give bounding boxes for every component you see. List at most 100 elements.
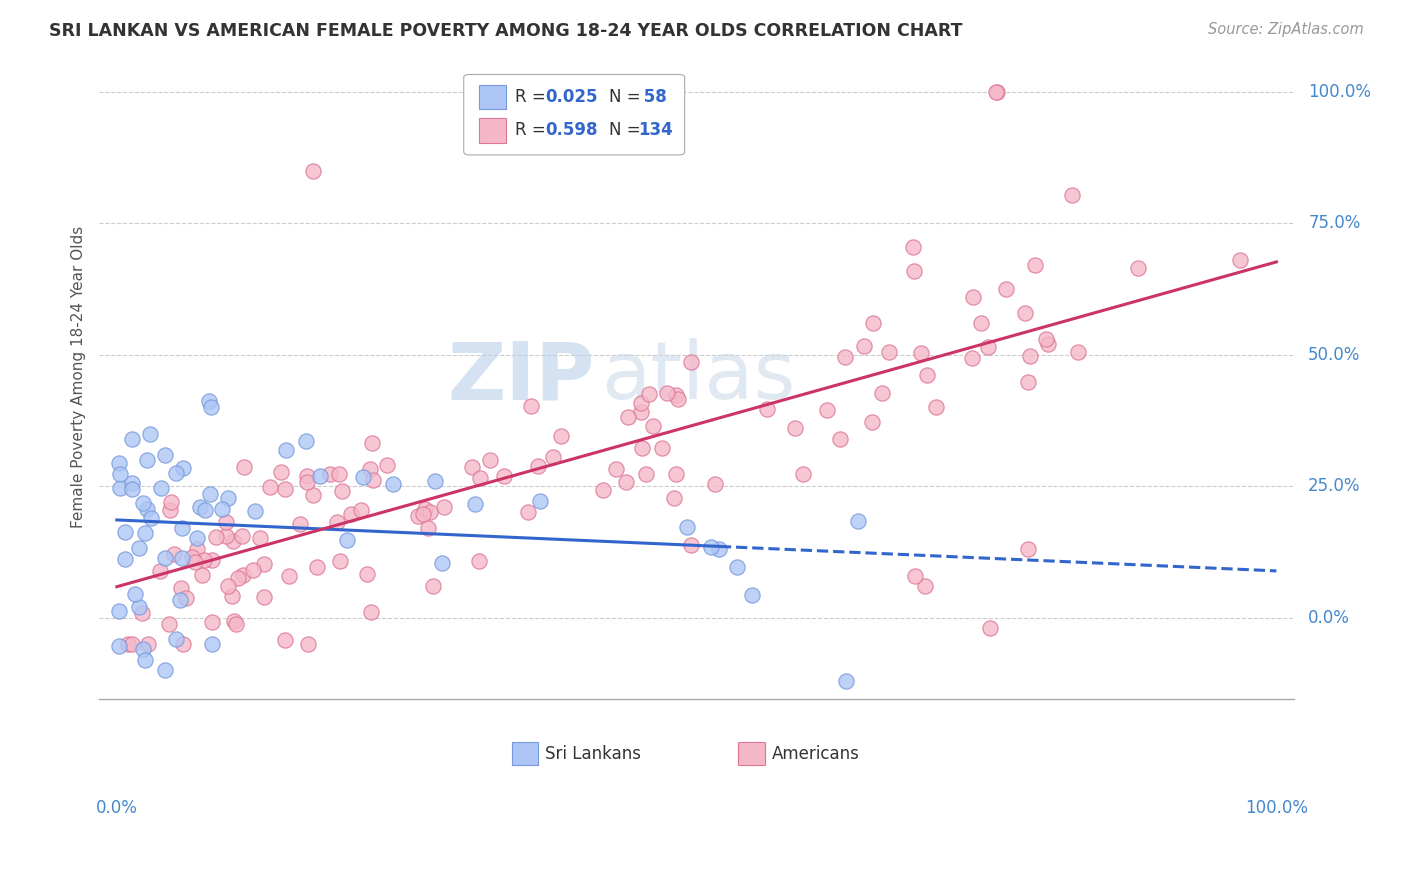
Point xyxy=(159,616,181,631)
Point xyxy=(375,458,398,472)
Point xyxy=(553,90,575,104)
Point xyxy=(707,541,730,556)
Point xyxy=(527,458,550,473)
Point xyxy=(131,496,153,510)
Point xyxy=(222,615,245,629)
Point xyxy=(121,637,143,651)
Point xyxy=(201,615,224,629)
Text: R =: R = xyxy=(515,88,551,106)
Point xyxy=(984,85,1007,99)
Point xyxy=(148,565,170,579)
Point xyxy=(665,388,688,402)
Point xyxy=(330,484,353,499)
Text: 0.025: 0.025 xyxy=(546,88,598,106)
Point xyxy=(294,434,316,448)
Point xyxy=(468,471,491,485)
Point xyxy=(231,529,253,543)
Point xyxy=(550,428,572,442)
Point xyxy=(543,450,565,464)
Point xyxy=(359,462,381,476)
Point xyxy=(121,432,143,446)
Point xyxy=(253,557,276,571)
Point xyxy=(828,432,851,446)
Point xyxy=(852,339,875,353)
Point xyxy=(153,448,176,462)
Point xyxy=(108,467,131,482)
Point xyxy=(901,240,924,254)
Point xyxy=(915,368,938,383)
Point xyxy=(200,487,222,501)
Point xyxy=(925,400,948,414)
Point xyxy=(217,579,239,593)
Text: SRI LANKAN VS AMERICAN FEMALE POVERTY AMONG 18-24 YEAR OLDS CORRELATION CHART: SRI LANKAN VS AMERICAN FEMALE POVERTY AM… xyxy=(49,22,963,40)
Point xyxy=(1017,542,1039,557)
Point xyxy=(860,415,883,429)
Point xyxy=(174,591,197,606)
Point xyxy=(846,514,869,528)
FancyBboxPatch shape xyxy=(464,74,685,155)
Point xyxy=(1019,349,1042,363)
Point xyxy=(592,483,614,497)
Point xyxy=(1126,260,1149,275)
Point xyxy=(328,467,350,482)
Point xyxy=(651,442,673,456)
Point xyxy=(172,460,194,475)
Point xyxy=(516,505,538,519)
Point xyxy=(1014,306,1036,320)
Point xyxy=(117,637,139,651)
Point xyxy=(186,531,208,545)
FancyBboxPatch shape xyxy=(479,119,506,143)
Point xyxy=(274,442,297,457)
Point xyxy=(412,507,434,521)
Text: 50.0%: 50.0% xyxy=(1308,346,1361,364)
Point xyxy=(329,554,352,568)
Point xyxy=(128,541,150,555)
Text: R =: R = xyxy=(515,121,551,139)
Point xyxy=(461,460,484,475)
Point xyxy=(785,421,807,435)
Point xyxy=(360,606,382,620)
Point xyxy=(1035,332,1057,346)
Point xyxy=(270,465,292,479)
Point xyxy=(217,491,239,506)
Text: 0.0%: 0.0% xyxy=(1308,608,1350,626)
Point xyxy=(249,531,271,545)
Text: N =: N = xyxy=(609,88,647,106)
Point xyxy=(274,482,297,496)
Point xyxy=(222,534,245,549)
Point xyxy=(221,590,243,604)
Point xyxy=(870,385,893,400)
Point xyxy=(107,456,129,470)
Point xyxy=(200,401,222,415)
Point xyxy=(297,637,319,651)
Point xyxy=(914,579,936,593)
Point xyxy=(132,642,155,657)
Point xyxy=(862,316,884,330)
Point xyxy=(877,345,900,359)
Point xyxy=(904,568,927,582)
Point xyxy=(107,603,129,617)
Point xyxy=(159,503,181,517)
Text: 100.0%: 100.0% xyxy=(1308,83,1371,101)
Point xyxy=(114,552,136,566)
Point xyxy=(960,351,983,365)
Point xyxy=(181,550,204,565)
Point xyxy=(297,475,319,490)
Point xyxy=(666,392,689,407)
Point xyxy=(605,462,627,476)
Point xyxy=(163,547,186,561)
Point xyxy=(422,579,444,593)
Point xyxy=(425,474,447,488)
Text: 58: 58 xyxy=(638,88,666,106)
Point xyxy=(215,529,238,543)
Point xyxy=(910,346,932,360)
Point xyxy=(215,515,238,529)
Point xyxy=(1229,253,1251,268)
Point xyxy=(165,632,187,646)
Point xyxy=(326,515,349,529)
Point xyxy=(350,502,373,516)
Point xyxy=(134,525,156,540)
Text: 0.598: 0.598 xyxy=(546,121,598,139)
Text: Sri Lankans: Sri Lankans xyxy=(546,745,641,763)
Point xyxy=(979,621,1001,635)
